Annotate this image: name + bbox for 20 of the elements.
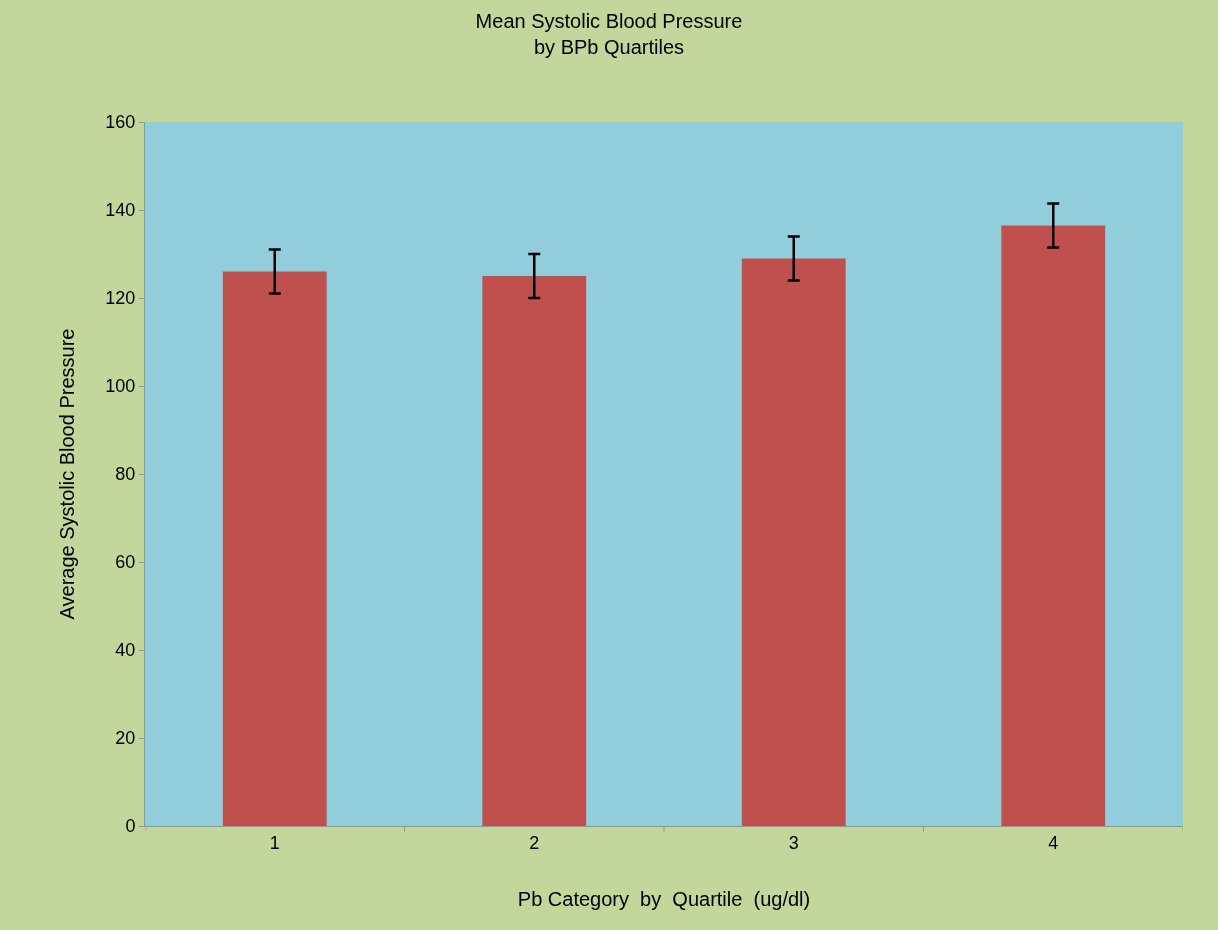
y-tick-label: 60 [115,552,136,573]
y-tick-label: 20 [115,728,136,749]
y-axis-title: Average Systolic Blood Pressure [55,328,78,620]
chart-title: Mean Systolic Blood Pressure by BPb Quartiles [475,9,743,58]
y-tick-label: 80 [115,464,136,485]
x-tick-label: 2 [529,832,540,853]
bar [741,258,846,826]
x-tick-label: 1 [269,832,280,853]
x-axis-title: Pb Category by Quartile (ug/dl) [517,888,811,911]
x-tick-label: 3 [788,832,799,853]
bar [482,276,587,826]
x-tick-label: 4 [1048,832,1059,853]
bar [222,271,327,826]
bar [1001,225,1106,826]
y-tick-label: 100 [105,376,136,397]
y-tick-label: 160 [105,112,136,133]
y-tick-label: 120 [105,288,136,309]
y-tick-label: 40 [115,640,136,661]
y-tick-label: 140 [105,200,136,221]
y-tick-label: 0 [125,816,136,837]
